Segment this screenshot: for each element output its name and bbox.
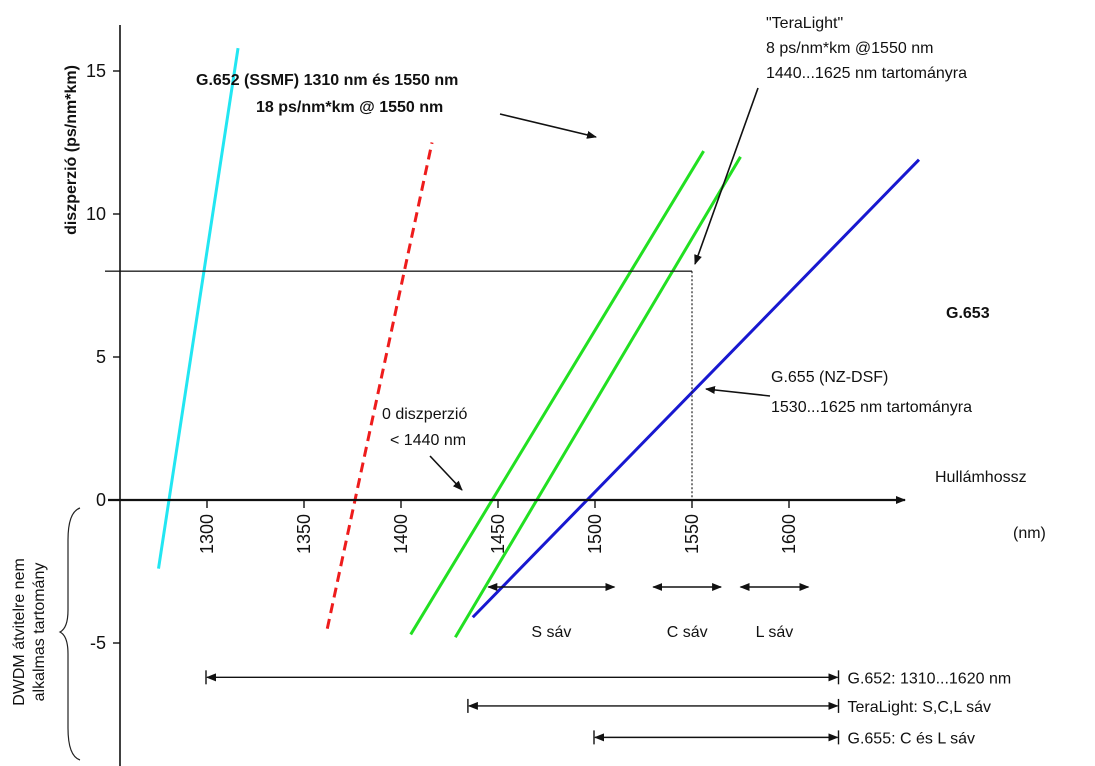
series-line-g653 [471,158,921,619]
x-axis-label-line2: (nm) [1013,525,1046,542]
y-tick-label: 5 [96,347,106,367]
zero-dispersion-line2: < 1440 nm [390,432,466,449]
x-tick-label: 1300 [197,514,217,554]
g655-annotation-line1: G.655 (NZ-DSF) [771,369,888,386]
g655-pointer-arrow [705,386,771,397]
series-line-g655b [454,156,742,639]
dwdm-note-line2: alkalmas tartomány [31,563,48,702]
series-line-g655a [409,150,705,636]
zero-dispersion-pointer-arrow [429,455,463,491]
series-line-g652 [157,47,240,569]
series-layer [157,47,921,639]
y-tick-label: -5 [90,633,106,653]
y-tick-label: 15 [86,61,106,81]
g653-label: G.653 [946,305,990,322]
band-label: S sáv [531,624,571,641]
x-tick-label: 1350 [294,514,314,554]
teralight-annotation-line1: "TeraLight" [766,15,843,32]
tick-labels: -5 0 5 10 15 1300 1350 1400 1450 1500 1550 1600 [86,61,799,653]
annotations: S sáv C sáv L sáv G.652: 1310...1620 nm Tera… [205,87,1012,747]
band-label: L sáv [756,624,794,641]
range-label: G.652: 1310...1620 nm [848,670,1012,687]
dwdm-note-line1: DWDM átvitelre nem [11,558,28,706]
teralight-annotation-line3: 1440...1625 nm tartományra [766,65,967,82]
g652-annotation-line2: 18 ps/nm*km @ 1550 nm [256,99,443,116]
zero-dispersion-line1: 0 diszperzió [382,406,467,423]
g655-annotation-line2: 1530...1625 nm tartományra [771,399,972,416]
x-tick-label: 1500 [585,514,605,554]
teralight-pointer-arrow [694,87,759,265]
band-label: C sáv [667,624,708,641]
g652-annotation-line1: G.652 (SSMF) 1310 nm és 1550 nm [196,72,458,89]
y-tick-label: 0 [96,490,106,510]
x-axis-label-line1: Hullámhossz [935,469,1027,486]
teralight-annotation-line2: 8 ps/nm*km @1550 nm [766,40,933,57]
g652-pointer-arrow [499,113,597,139]
dwdm-brace [58,507,81,761]
axes [105,25,906,766]
series-line-teralight [325,142,434,630]
x-tick-label: 1400 [391,514,411,554]
x-tick-label: 1450 [488,514,508,554]
range-label: G.655: C és L sáv [848,730,975,747]
range-label: TeraLight: S,C,L sáv [848,699,991,716]
x-tick-label: 1600 [779,514,799,554]
x-tick-label: 1550 [682,514,702,554]
y-tick-label: 10 [86,204,106,224]
y-axis-label: diszperzió (ps/nm*km) [63,65,80,235]
